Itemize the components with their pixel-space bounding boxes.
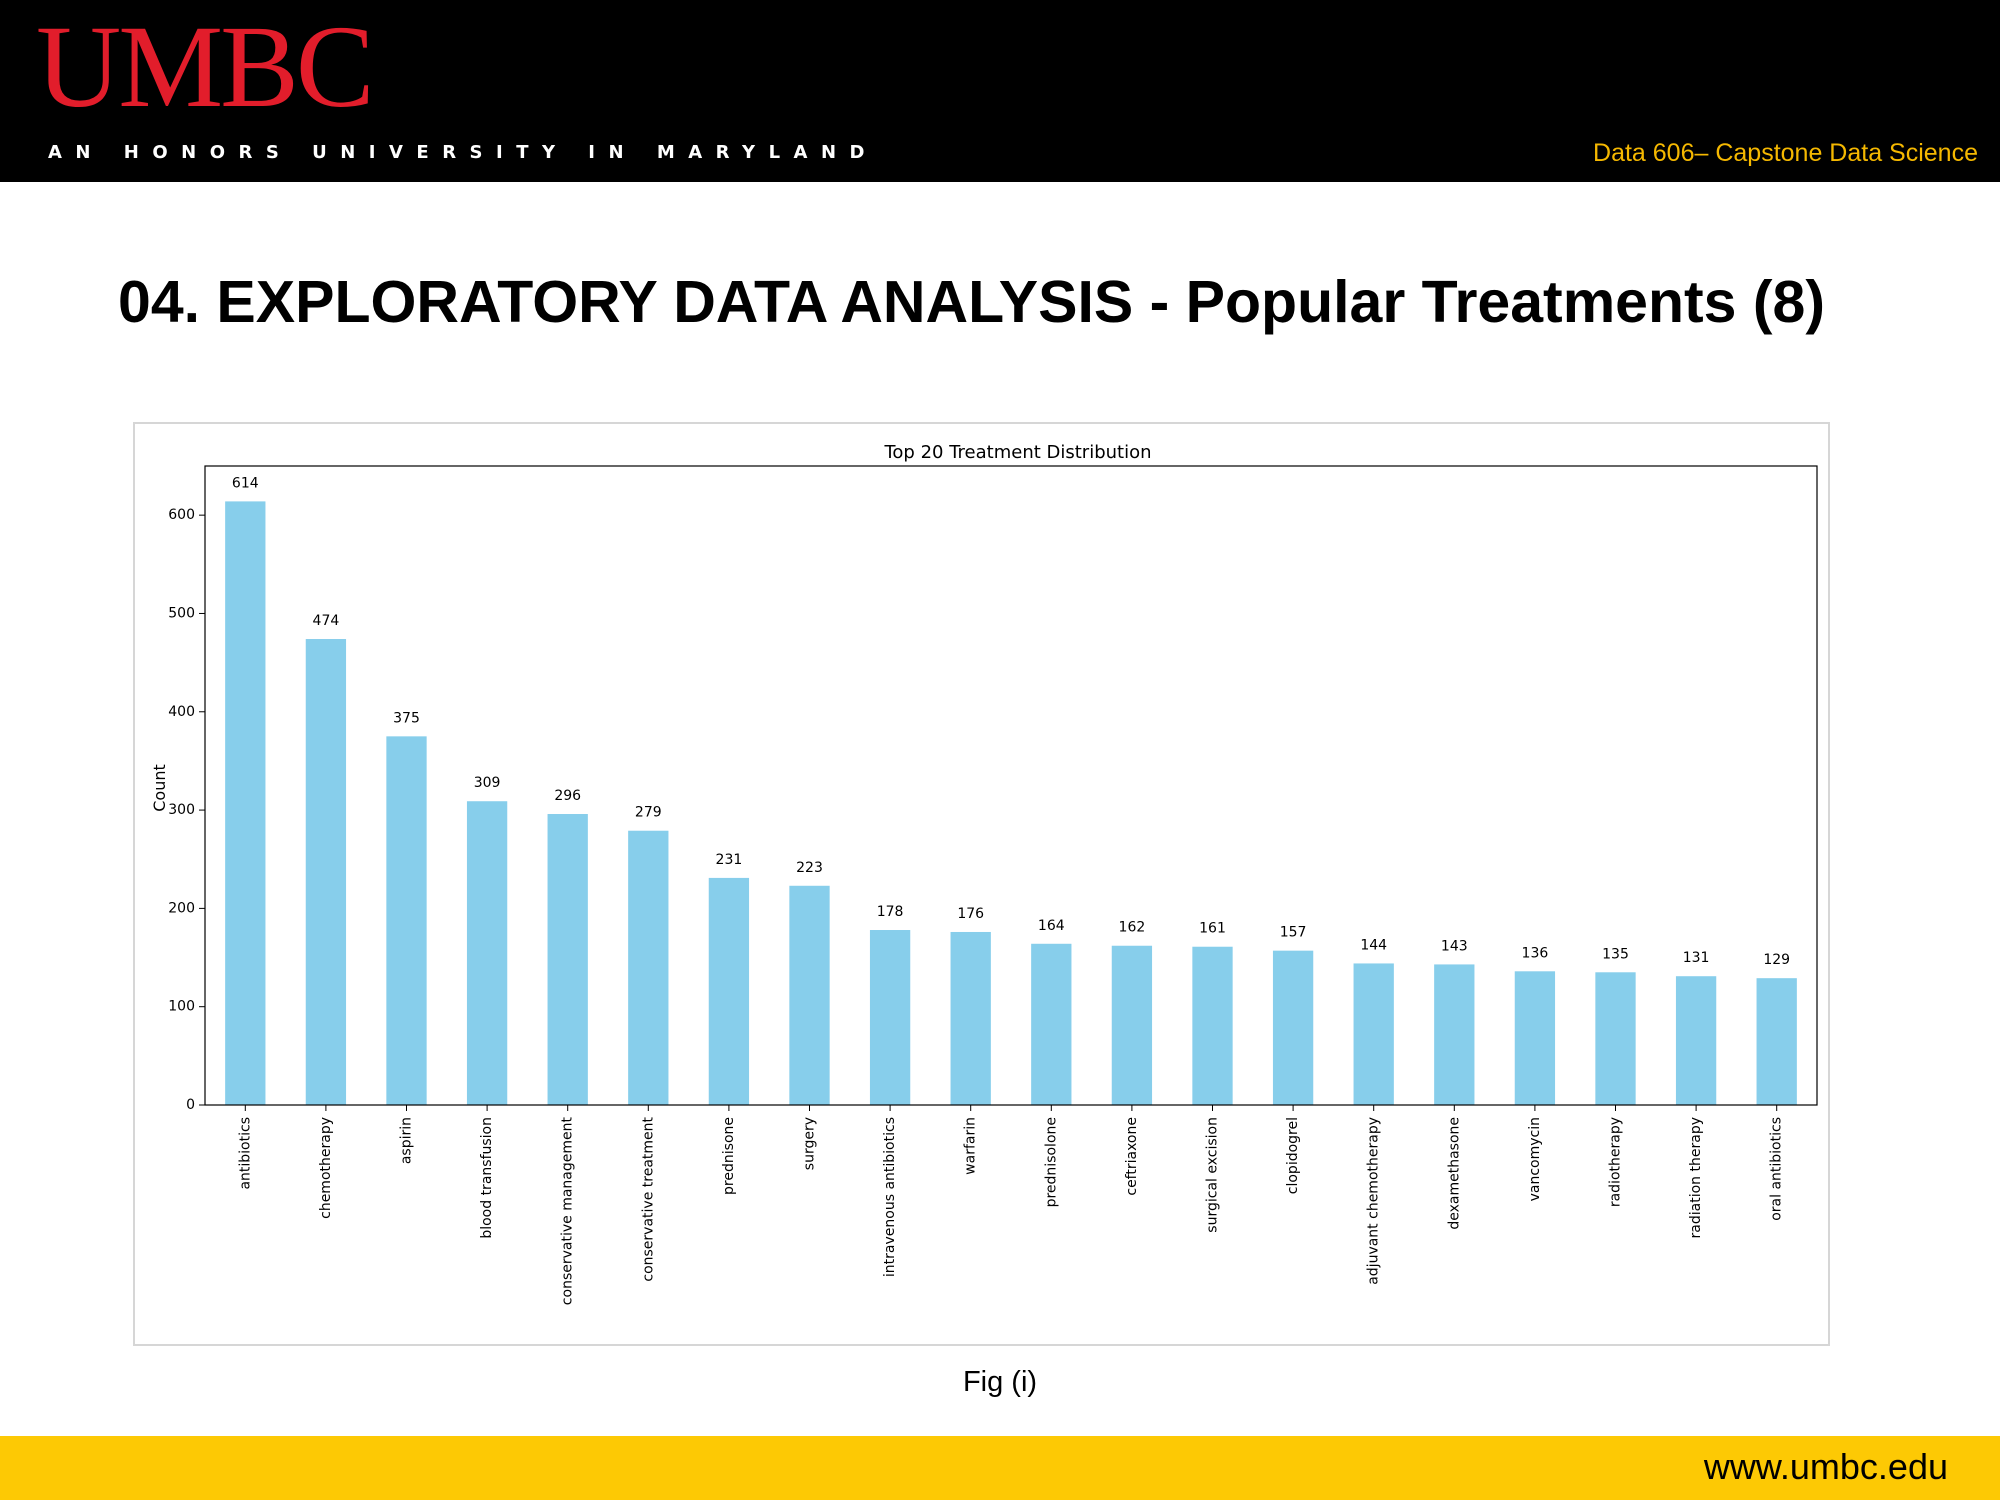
y-tick-label: 400 — [168, 704, 195, 720]
x-tick-label: antibiotics — [237, 1117, 253, 1190]
bar-value-label: 614 — [232, 475, 259, 491]
course-title: Data 606– Capstone Data Science — [1593, 139, 1978, 167]
bar — [1353, 963, 1394, 1105]
x-tick-label: clopidogrel — [1285, 1117, 1301, 1194]
bar — [1111, 945, 1153, 1105]
bar — [305, 639, 347, 1105]
bar-value-label: 176 — [957, 906, 984, 922]
bar — [1192, 946, 1233, 1105]
bar — [1595, 972, 1636, 1105]
bar — [789, 885, 830, 1105]
bar — [1434, 964, 1475, 1105]
bar-value-label: 161 — [1199, 921, 1226, 937]
umbc-logo: UMBC — [36, 1, 375, 132]
y-tick-label: 600 — [168, 507, 195, 523]
bar-value-label: 474 — [313, 613, 340, 629]
header-band — [0, 0, 2000, 182]
bar — [1514, 971, 1556, 1105]
chart-title: Top 20 Treatment Distribution — [883, 442, 1151, 463]
y-tick-label: 500 — [168, 605, 195, 621]
bar-value-label: 231 — [716, 852, 743, 868]
bar-value-label: 309 — [474, 775, 501, 791]
bar — [225, 501, 266, 1106]
x-tick-label: aspirin — [399, 1117, 415, 1164]
y-tick-label: 0 — [186, 1097, 195, 1113]
university-tagline: AN HONORS UNIVERSITY IN MARYLAND — [48, 142, 878, 163]
x-tick-label: dexamethasone — [1446, 1117, 1462, 1230]
x-tick-label: surgical excision — [1205, 1117, 1221, 1233]
x-tick-label: ceftriaxone — [1124, 1117, 1140, 1196]
y-tick-label: 100 — [168, 999, 195, 1015]
bar — [1756, 978, 1797, 1105]
bar — [1675, 976, 1717, 1105]
bar — [1031, 943, 1072, 1105]
bar — [466, 801, 508, 1105]
x-tick-label: chemotherapy — [318, 1117, 334, 1219]
bar-value-label: 136 — [1522, 945, 1549, 961]
bar-value-label: 223 — [796, 860, 823, 876]
footer-url: www.umbc.edu — [1703, 1446, 1948, 1487]
bar-value-label: 131 — [1683, 950, 1710, 966]
footer-band — [0, 1436, 2000, 1500]
plot-frame — [204, 465, 1818, 1106]
x-tick-label: conservative management — [560, 1117, 576, 1306]
bar — [950, 931, 991, 1105]
x-tick-label: prednisolone — [1043, 1117, 1059, 1207]
bar-value-label: 143 — [1441, 938, 1468, 954]
bar-chart: Top 20 Treatment Distribution Count 614 a… — [150, 442, 1818, 1306]
bar-value-label: 279 — [635, 805, 662, 821]
bar-value-label: 135 — [1602, 946, 1629, 962]
bar-value-label: 144 — [1360, 937, 1387, 953]
x-tick-label: prednisone — [721, 1117, 737, 1195]
bar-value-label: 375 — [393, 710, 420, 726]
figure-caption: Fig (i) — [962, 1366, 1038, 1398]
y-axis-label: Count — [150, 764, 169, 812]
x-tick-label: surgery — [802, 1117, 818, 1170]
bar — [708, 877, 750, 1105]
slide-title: 04. EXPLORATORY DATA ANALYSIS - Popular … — [118, 269, 1825, 335]
bar-value-label: 157 — [1280, 925, 1307, 941]
x-tick-label: vancomycin — [1527, 1117, 1543, 1201]
x-tick-label: warfarin — [963, 1117, 979, 1175]
x-tick-label: radiotherapy — [1608, 1117, 1624, 1207]
bar — [547, 814, 588, 1105]
bar — [386, 736, 427, 1105]
y-tick-label: 300 — [168, 802, 195, 818]
figure-frame: Top 20 Treatment Distribution Count 614 a… — [133, 422, 1830, 1346]
x-tick-label: oral antibiotics — [1769, 1117, 1785, 1221]
bar-value-label: 164 — [1038, 918, 1065, 934]
y-tick-label: 200 — [168, 900, 195, 916]
bar-value-label: 296 — [554, 788, 581, 804]
bar — [869, 930, 911, 1105]
x-tick-label: conservative treatment — [640, 1116, 656, 1281]
x-tick-label: radiation therapy — [1688, 1117, 1704, 1238]
bar — [1272, 950, 1314, 1105]
bar-value-label: 162 — [1119, 920, 1146, 936]
x-tick-label: intravenous antibiotics — [882, 1117, 898, 1277]
bar-value-label: 129 — [1763, 952, 1790, 968]
x-tick-label: blood transfusion — [479, 1117, 495, 1239]
x-tick-label: adjuvant chemotherapy — [1366, 1117, 1382, 1285]
bar — [628, 830, 669, 1105]
bar-value-label: 178 — [877, 904, 904, 920]
